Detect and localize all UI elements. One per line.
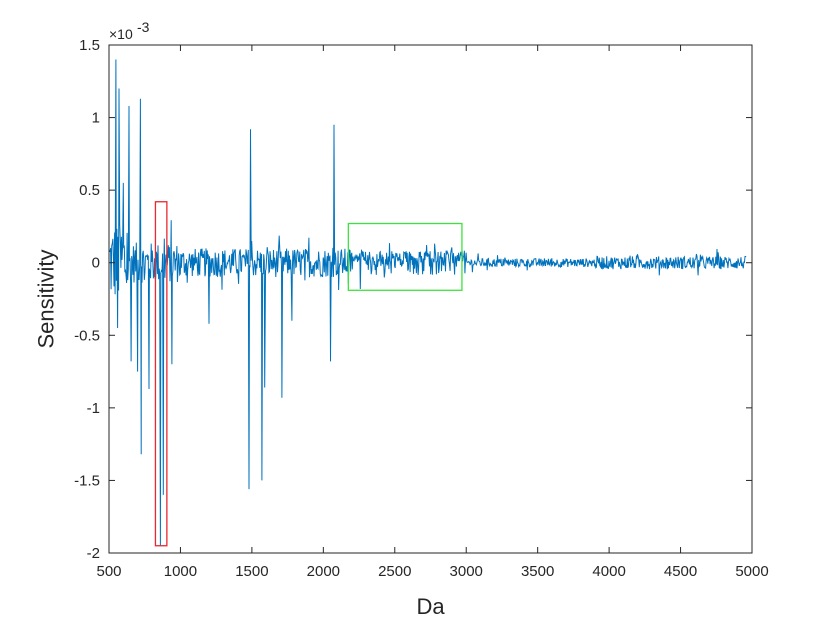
y-tick-label: 1 [92, 110, 100, 127]
highlight-boxes [154, 201, 463, 547]
sensitivity-series [108, 59, 747, 546]
x-tick-label: 3000 [450, 563, 483, 580]
axes-box [108, 44, 753, 554]
x-tick-label: 1500 [235, 563, 268, 580]
x-tick-label: 500 [96, 563, 121, 580]
x-tick-label: 2500 [378, 563, 411, 580]
x-axis-title: Da [416, 594, 445, 619]
x-tick-label: 4500 [664, 563, 697, 580]
y-axis-title: Sensitivity [34, 249, 59, 348]
y-tick-label: 0 [92, 255, 100, 272]
y-tick-label: 1.5 [79, 37, 100, 54]
x-tick-label: 3500 [521, 563, 554, 580]
y-tick-label: -0.5 [74, 327, 100, 344]
y-tick-label: -1.5 [74, 472, 100, 489]
green-highlight-box [347, 222, 463, 291]
x-tick-label: 4000 [592, 563, 625, 580]
axis-ticks: 500 1000 1500 2000 2500 3000 3500 4000 4500 5000 1… [74, 37, 769, 580]
series-line [108, 59, 747, 546]
x-tick-label: 1000 [164, 563, 197, 580]
y-exponent-power: -3 [137, 19, 150, 35]
y-tick-label: -2 [87, 545, 100, 562]
y-tick-label: -1 [87, 400, 100, 417]
x-tick-label: 5000 [735, 563, 768, 580]
x-tick-label: 2000 [307, 563, 340, 580]
red-highlight-box [154, 201, 168, 547]
y-tick-label: 0.5 [79, 182, 100, 199]
y-exponent-label: ×10 [109, 26, 133, 42]
